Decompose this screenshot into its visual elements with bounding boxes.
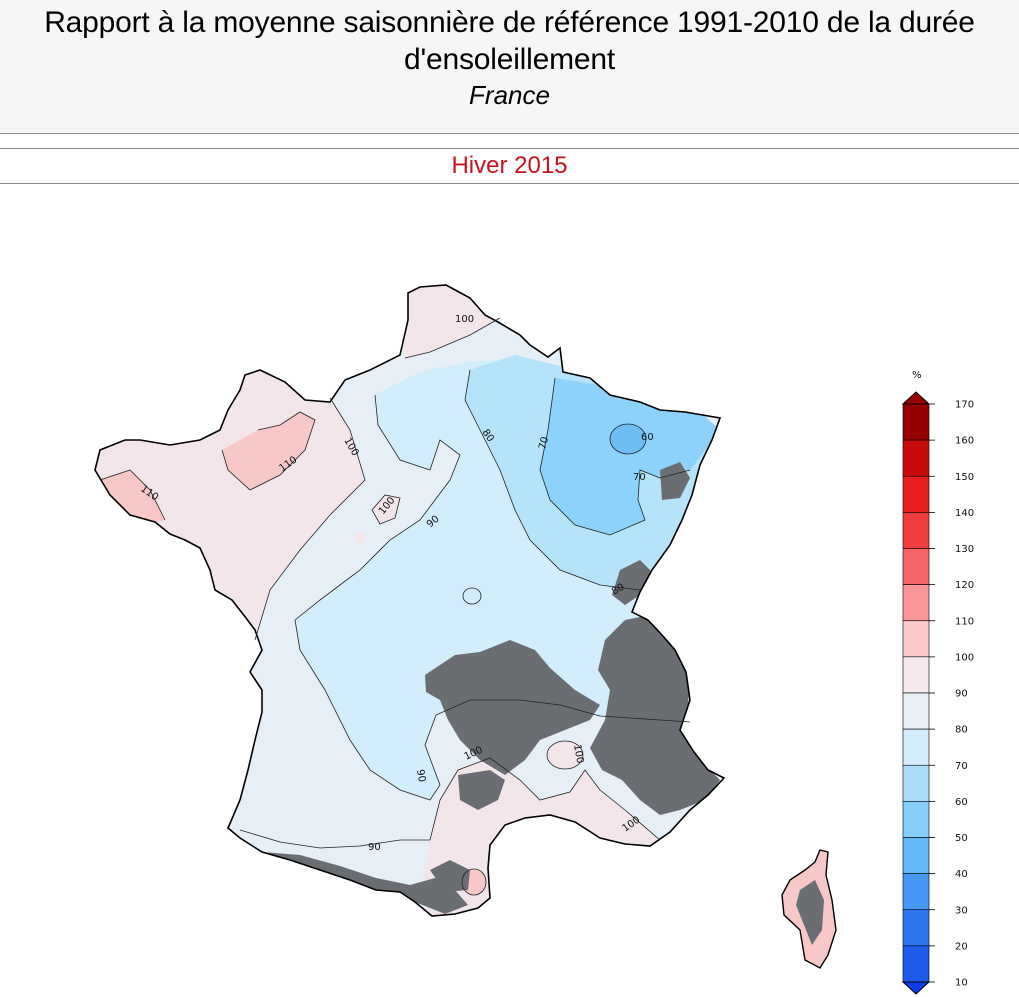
legend-min-arrow xyxy=(901,981,931,995)
legend-tick-label: 90 xyxy=(955,689,968,700)
legend-swatch xyxy=(902,873,930,911)
title-line-2: d'ensoleillement xyxy=(404,43,615,76)
legend-unit: % xyxy=(912,370,922,381)
legend-tick-label: 80 xyxy=(955,725,968,736)
france-coastline xyxy=(94,284,726,917)
contour-100-south xyxy=(429,757,661,841)
relief-vosges xyxy=(660,462,690,500)
legend-swatch xyxy=(902,584,930,622)
zone-50-60 xyxy=(610,424,646,454)
legend-swatch xyxy=(902,512,930,549)
legend-swatch xyxy=(902,764,930,802)
legend-tick-label: 120 xyxy=(955,580,974,591)
contour-label: 100 xyxy=(571,744,585,765)
legend-swatch xyxy=(902,475,930,513)
zone-100-110-pocket-3 xyxy=(547,741,583,769)
legend-swatch xyxy=(902,837,930,874)
season-bar: Hiver 2015 xyxy=(0,148,1019,184)
title-line-1: Rapport à la moyenne saisonnière de réfé… xyxy=(44,6,975,39)
contour-80-pocket xyxy=(462,587,482,605)
contour-label: 70 xyxy=(633,472,646,483)
contour-60 xyxy=(609,423,647,455)
relief-cevennes xyxy=(458,770,505,810)
contour-110-normandy xyxy=(221,411,316,491)
contour-label: 60 xyxy=(641,432,654,443)
legend-tick-label: 50 xyxy=(955,833,968,844)
contour-label: 90 xyxy=(368,842,381,853)
contour-100-west xyxy=(254,397,366,641)
contour-90-south xyxy=(239,829,430,849)
zone-110-120-normandy xyxy=(222,412,315,490)
region-subtitle: France xyxy=(469,80,550,110)
legend-swatch xyxy=(902,909,930,947)
legend-max-arrow xyxy=(901,391,931,405)
corsica-relief xyxy=(796,880,824,945)
contour-110-south xyxy=(461,868,487,896)
legend-swatch xyxy=(902,728,930,766)
france-map: 100 110 110 100 100 90 80 70 60 70 80 90… xyxy=(94,284,837,969)
relief-layer xyxy=(262,462,720,914)
legend-swatch xyxy=(902,620,930,658)
relief-massif-central xyxy=(425,640,600,775)
legend-swatch xyxy=(902,801,930,838)
legend-tick-label: 40 xyxy=(955,869,968,880)
header: Rapport à la moyenne saisonnière de réfé… xyxy=(0,0,1019,134)
contour-label: 90 xyxy=(414,769,427,783)
legend-swatch xyxy=(902,945,930,983)
contour-110-brittany xyxy=(99,469,166,521)
relief-alps xyxy=(590,615,720,815)
legend-swatch xyxy=(902,548,930,585)
season-label: Hiver 2015 xyxy=(451,152,568,179)
page-title: Rapport à la moyenne saisonnière de réfé… xyxy=(0,4,1019,78)
corsica xyxy=(781,849,837,969)
contour-100-pocket xyxy=(546,740,584,770)
legend-tick-label: 110 xyxy=(955,616,974,627)
contour-100-pocket-2 xyxy=(371,494,401,525)
legend-tick-label: 60 xyxy=(955,797,968,808)
contour-label: 70 xyxy=(537,436,551,451)
contour-100-north xyxy=(404,317,501,359)
legend-tick-label: 100 xyxy=(955,652,974,663)
contour-80 xyxy=(464,369,641,591)
zone-110-120-brittany xyxy=(100,470,165,525)
contour-70 xyxy=(539,377,691,536)
legend-swatch xyxy=(902,403,930,441)
legend-swatch xyxy=(902,692,930,730)
relief-corbieres xyxy=(430,860,470,892)
legend-tick-label: 160 xyxy=(955,436,974,447)
legend-tick-label: 130 xyxy=(955,544,974,555)
legend-tick-label: 70 xyxy=(955,761,968,772)
legend-tick-label: 150 xyxy=(955,472,974,483)
contour-90-west xyxy=(294,394,691,801)
legend-swatch xyxy=(902,656,930,694)
contour-lines xyxy=(99,317,691,896)
relief-jura xyxy=(612,560,652,605)
zone-100-110-pocket-2 xyxy=(354,532,366,544)
legend-tick-label: 170 xyxy=(955,400,974,411)
zone-80-90-pocket xyxy=(463,588,481,604)
legend-swatch xyxy=(902,439,930,477)
contour-label: 100 xyxy=(455,314,474,325)
legend: % 170 160 150 140 130 120 110 100 90 80 70 60 50 40 30… xyxy=(901,370,974,995)
zone-60-70 xyxy=(540,378,720,535)
legend-tick-label: 140 xyxy=(955,508,974,519)
legend-tick-label: 20 xyxy=(955,941,968,952)
legend-tick-label: 30 xyxy=(955,905,968,916)
legend-tick-label: 10 xyxy=(955,978,968,989)
